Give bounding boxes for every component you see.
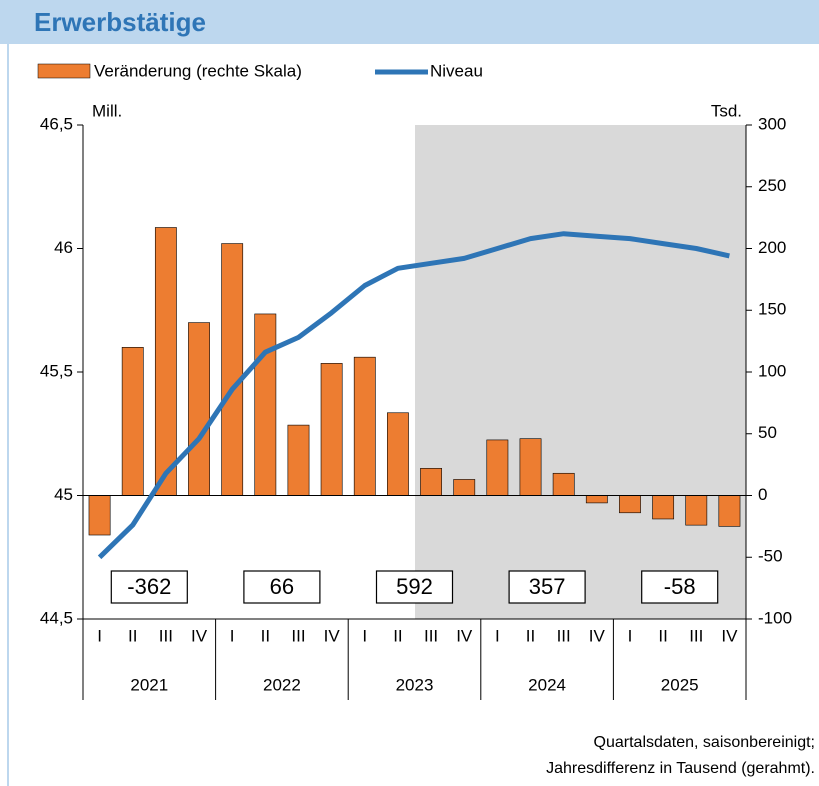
y2-tick-label: -50 — [758, 547, 783, 566]
bar — [652, 495, 675, 520]
y-tick-label: 46 — [54, 238, 73, 257]
annual-box — [243, 570, 321, 604]
x-tick-label: III — [291, 626, 305, 645]
bar — [619, 495, 641, 514]
x-tick-label: I — [97, 626, 102, 645]
y2-axis-label: Tsd. — [711, 101, 742, 120]
y2-tick-label: 100 — [758, 361, 786, 380]
y2-tick-label: 300 — [758, 114, 786, 133]
annual-box — [375, 570, 454, 604]
chart-title: Erwerbstätige — [34, 7, 206, 37]
bar — [718, 495, 741, 527]
annual-total: 66 — [270, 574, 294, 599]
bar — [221, 243, 244, 496]
y2-tick-label: 0 — [758, 485, 767, 504]
annual-total: -58 — [664, 574, 696, 599]
y2-tick-label: -100 — [758, 608, 792, 627]
x-tick-label: I — [495, 626, 500, 645]
x-tick-label: I — [230, 626, 235, 645]
bar — [420, 468, 442, 496]
x-tick-label: IV — [589, 626, 606, 645]
bar — [188, 322, 210, 496]
year-label: 2023 — [396, 675, 434, 694]
bar — [585, 495, 608, 504]
y-tick-label: 46,5 — [40, 114, 73, 133]
bar — [254, 313, 277, 496]
legend-swatch — [37, 63, 91, 79]
x-tick-label: I — [362, 626, 367, 645]
annual-box — [110, 570, 188, 604]
footnote: Jahresdifferenz in Tausend (gerahmt). — [546, 760, 815, 777]
footnote: Quartalsdaten, saisonbereinigt; — [594, 734, 815, 751]
year-label: 2024 — [528, 675, 566, 694]
x-tick-label: II — [128, 626, 137, 645]
annual-box — [508, 570, 586, 604]
bar — [353, 356, 376, 496]
x-tick-label: II — [393, 626, 402, 645]
annual-total: 357 — [529, 574, 566, 599]
x-tick-label: II — [658, 626, 667, 645]
y2-tick-label: 150 — [758, 300, 786, 319]
title-bar — [0, 0, 819, 44]
bar — [387, 412, 409, 496]
bar — [121, 346, 144, 496]
y2-tick-label: 50 — [758, 423, 777, 442]
x-tick-label: III — [557, 626, 571, 645]
bar — [287, 424, 310, 496]
x-tick-label: IV — [721, 626, 738, 645]
line — [97, 231, 730, 560]
y-tick-label: 45 — [54, 485, 73, 504]
x-tick-label: I — [628, 626, 633, 645]
annual-total: 592 — [396, 574, 433, 599]
x-tick-label: II — [526, 626, 535, 645]
bar — [154, 227, 177, 496]
y-tick-label: 45,5 — [40, 361, 73, 380]
bar — [453, 479, 476, 496]
x-tick-label: IV — [456, 626, 473, 645]
year-label: 2025 — [661, 675, 699, 694]
year-label: 2022 — [263, 675, 301, 694]
year-label: 2021 — [130, 675, 168, 694]
bar — [320, 363, 343, 496]
x-tick-label: III — [159, 626, 173, 645]
y-tick-label: 44,5 — [40, 608, 73, 627]
bar — [486, 439, 509, 496]
bar — [519, 438, 542, 496]
legend-label: Veränderung (rechte Skala) — [94, 61, 302, 80]
bar — [552, 472, 575, 496]
legend-label: Niveau — [430, 61, 483, 80]
y2-tick-label: 250 — [758, 176, 786, 195]
bar — [88, 495, 111, 536]
bar — [685, 495, 708, 526]
x-tick-label: IV — [324, 626, 341, 645]
x-tick-label: III — [689, 626, 703, 645]
y2-tick-label: 200 — [758, 238, 786, 257]
annual-total: -362 — [127, 574, 171, 599]
x-tick-label: II — [261, 626, 270, 645]
annual-box — [641, 570, 719, 604]
x-tick-label: IV — [191, 626, 208, 645]
x-tick-label: III — [424, 626, 438, 645]
forecast-shade — [415, 125, 746, 619]
y-axis-label: Mill. — [92, 101, 122, 120]
